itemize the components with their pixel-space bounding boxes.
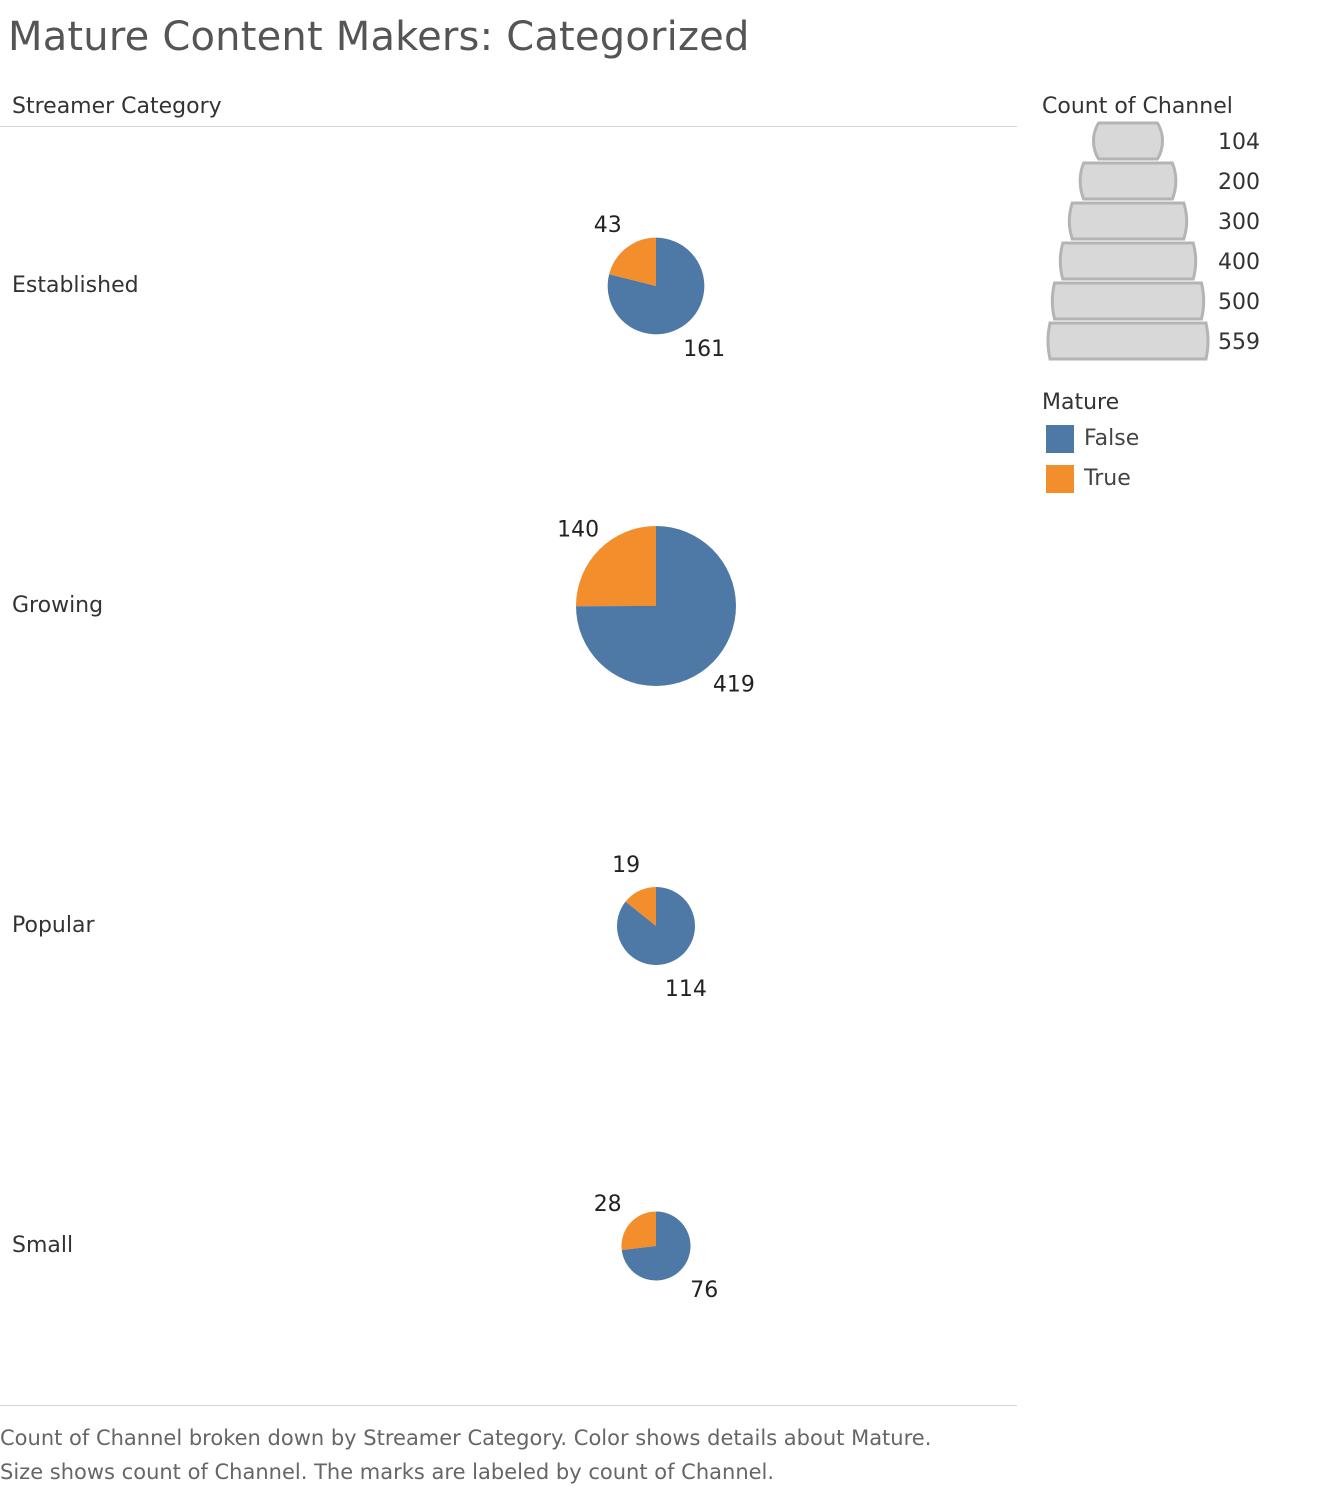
pie-label-growing-false: 419 [713,673,755,698]
legend-label-true[interactable]: True [1084,466,1131,491]
row-label-popular[interactable]: Popular [12,913,95,938]
size-legend-label: 559 [1218,330,1260,355]
footer-divider [0,1405,296,1406]
size-legend-title: Count of Channel [1042,94,1233,119]
legend-swatch-false[interactable] [1046,425,1074,453]
pie-label-small-true: 28 [594,1192,622,1217]
pie-slice-established-true[interactable] [609,237,656,286]
size-legend-shape [1046,321,1210,361]
size-legend-label: 500 [1218,290,1260,315]
pie-slice-small-false[interactable] [621,1211,691,1281]
size-legend-shape [1078,161,1178,201]
row-label-small[interactable]: Small [12,1233,74,1258]
pie-label-small-false: 76 [690,1278,718,1303]
footer-divider-pane [296,1405,1017,1406]
size-legend-label: 200 [1218,170,1260,195]
row-label-established[interactable]: Established [12,273,139,298]
header-divider [0,126,296,127]
size-legend-label: 104 [1218,130,1260,155]
pie-label-popular-false: 114 [665,977,707,1002]
chart-title: Mature Content Makers: Categorized [8,14,750,60]
header-divider-pane [296,126,1017,127]
pie-slice-popular-true[interactable] [625,886,656,926]
row-label-growing[interactable]: Growing [12,593,104,618]
legend-swatch-true[interactable] [1046,465,1074,493]
size-legend-label: 300 [1218,210,1260,235]
legend-label-false[interactable]: False [1084,426,1140,451]
pie-label-growing-true: 140 [557,517,599,542]
pie-slice-growing-false[interactable] [576,526,736,686]
size-legend-shape [1091,121,1165,161]
size-legend-shape [1058,241,1198,281]
pie-label-established-true: 43 [594,213,622,238]
color-legend-title: Mature [1042,390,1120,415]
pie-slice-growing-true[interactable] [575,526,656,607]
pie-slice-established-false[interactable] [607,237,705,335]
size-legend-shape [1050,281,1206,321]
pie-slice-small-true[interactable] [621,1211,656,1251]
pie-slice-popular-false[interactable] [616,886,696,966]
caption-line-1: Count of Channel broken down by Streamer… [0,1426,932,1450]
pie-label-established-false: 161 [683,337,725,362]
size-legend-label: 400 [1218,250,1260,275]
pie-label-popular-true: 19 [612,853,640,878]
size-legend-shape [1067,201,1189,241]
row-header: Streamer Category [12,94,222,119]
caption-line-2: Size shows count of Channel. The marks a… [0,1460,775,1484]
